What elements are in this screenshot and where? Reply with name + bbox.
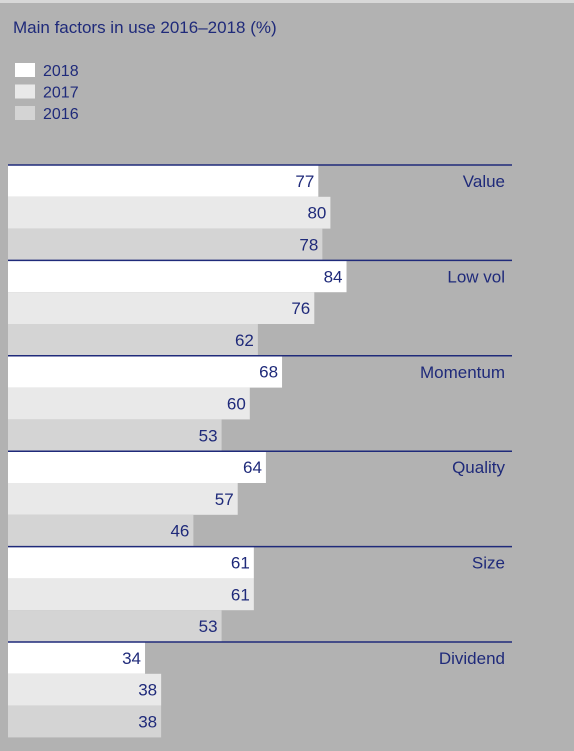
bar-quality-2017 (8, 483, 238, 515)
data-label-value-2017: 80 (307, 204, 326, 223)
bar-momentum-2018 (8, 355, 283, 388)
legend-label-2016: 2016 (43, 106, 79, 123)
category-label-quality: Quality (452, 458, 505, 477)
data-label-dividend-2017: 38 (138, 681, 157, 700)
data-label-quality-2016: 46 (170, 522, 189, 541)
bar-value-2016 (8, 228, 323, 261)
bar-low-vol-2016 (8, 324, 258, 356)
data-label-dividend-2018: 34 (122, 649, 141, 668)
legend-swatch-2016 (15, 106, 35, 120)
legend-swatch-2017 (15, 84, 35, 99)
data-label-low-vol-2016: 62 (235, 331, 254, 350)
data-label-quality-2018: 64 (243, 458, 262, 477)
category-label-size: Size (472, 554, 505, 573)
data-label-momentum-2016: 53 (199, 426, 218, 445)
category-label-low-vol: Low vol (447, 267, 505, 286)
data-label-dividend-2016: 38 (138, 713, 157, 732)
data-label-momentum-2018: 68 (259, 363, 278, 382)
frame-top-edge (0, 0, 574, 3)
bar-size-2017 (8, 578, 254, 611)
bar-low-vol-2018 (8, 260, 347, 293)
bar-quality-2018 (8, 451, 266, 483)
data-label-momentum-2017: 60 (227, 395, 246, 414)
legend-label-2018: 2018 (43, 63, 79, 80)
data-label-value-2016: 78 (299, 236, 318, 255)
category-label-dividend: Dividend (439, 649, 505, 668)
bar-dividend-2016 (8, 705, 162, 738)
bar-low-vol-2017 (8, 292, 315, 324)
bar-dividend-2018 (8, 642, 146, 674)
bar-value-2018 (8, 165, 319, 197)
legend-label-2017: 2017 (43, 85, 79, 102)
bar-momentum-2016 (8, 419, 222, 452)
bar-quality-2016 (8, 514, 194, 547)
data-label-size-2018: 61 (231, 554, 250, 573)
bar-momentum-2017 (8, 387, 250, 420)
bar-dividend-2017 (8, 673, 162, 706)
bar-size-2016 (8, 610, 222, 642)
data-label-size-2017: 61 (231, 585, 250, 604)
data-label-size-2016: 53 (199, 617, 218, 636)
bar-size-2018 (8, 546, 254, 579)
chart-title: Main factors in use 2016–2018 (%) (13, 18, 277, 37)
data-label-low-vol-2017: 76 (291, 299, 310, 318)
data-label-quality-2017: 57 (215, 490, 234, 509)
data-label-low-vol-2018: 84 (324, 267, 343, 286)
bar-value-2017 (8, 196, 331, 229)
data-label-value-2018: 77 (295, 172, 314, 191)
category-label-value: Value (463, 172, 505, 191)
legend-swatch-2018 (15, 63, 35, 77)
category-label-momentum: Momentum (420, 363, 505, 382)
